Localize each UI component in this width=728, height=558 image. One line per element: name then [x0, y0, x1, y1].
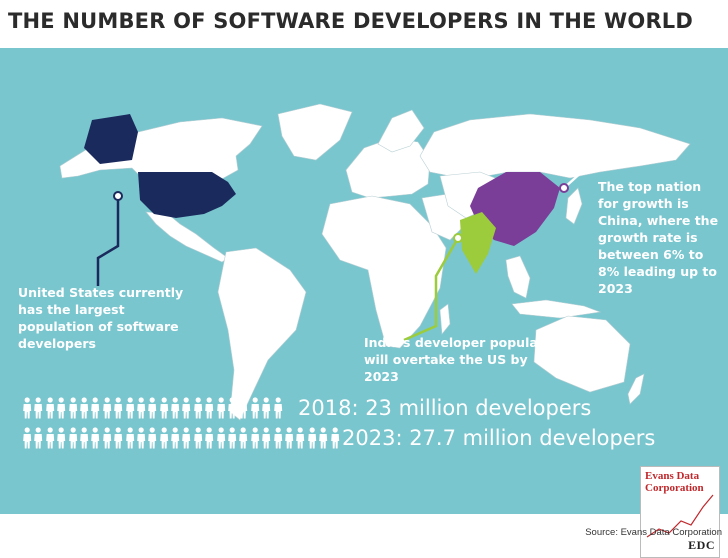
person-icon [228, 397, 237, 419]
central-america-land [145, 211, 229, 263]
person-icon [91, 427, 100, 449]
person-icon [194, 427, 203, 449]
person-icon [45, 397, 54, 419]
person-icon [251, 397, 260, 419]
person-icon [148, 397, 157, 419]
scandinavia-land [377, 109, 425, 153]
person-icon [262, 397, 271, 419]
person-icon [273, 397, 282, 419]
china-leader-line [563, 168, 596, 189]
person-icon [80, 427, 89, 449]
edc-logo-abbr: EDC [688, 538, 715, 552]
person-icon [159, 427, 168, 449]
person-icon [125, 397, 134, 419]
china-callout: The top nation for growth is China, wher… [598, 179, 719, 296]
australia-land [533, 315, 631, 393]
developer-icons-2018 [22, 397, 283, 419]
person-icon [80, 397, 89, 419]
person-icon [148, 427, 157, 449]
usa-leader-dot [113, 191, 123, 201]
person-icon [205, 397, 214, 419]
source-note: Source: Evans Data Corporation [585, 527, 722, 538]
japan-land [565, 187, 583, 225]
person-icon [114, 397, 123, 419]
usa-alaska-highlight [84, 114, 138, 164]
map-panel: United States currently has the largest … [0, 48, 728, 558]
person-icon [68, 427, 77, 449]
person-icon [137, 427, 146, 449]
china-leader-dot [559, 183, 569, 193]
person-icon [182, 427, 191, 449]
person-icon [171, 397, 180, 419]
person-icon [45, 427, 54, 449]
person-icon [239, 427, 248, 449]
person-icon [307, 427, 316, 449]
stat-row-2018 [22, 394, 283, 422]
person-icon [319, 427, 328, 449]
person-icon [34, 397, 43, 419]
page-title: THE NUMBER OF SOFTWARE DEVELOPERS IN THE… [8, 9, 694, 33]
stat-2018-label: 2018: 23 million developers [298, 396, 592, 420]
person-icon [23, 427, 32, 449]
person-icon [125, 427, 134, 449]
new-zealand-land [627, 373, 645, 405]
southeast-asia-land [505, 255, 531, 299]
person-icon [205, 427, 214, 449]
africa-land [321, 195, 447, 349]
developer-icons-2023 [22, 427, 340, 449]
india-leader-dot [453, 233, 463, 243]
russia-land [419, 113, 691, 179]
world-map [59, 103, 691, 421]
stat-2023-label: 2023: 27.7 million developers [342, 426, 656, 450]
usa-leader-line [96, 196, 120, 286]
person-icon [296, 427, 305, 449]
edc-logo-graph [646, 494, 714, 538]
person-icon [102, 397, 111, 419]
person-icon [262, 427, 271, 449]
edc-logo: Evans Data Corporation EDC [640, 466, 720, 558]
person-icon [216, 427, 225, 449]
stat-row-2023 [22, 424, 340, 452]
india-highlight [460, 212, 496, 274]
person-icon [159, 397, 168, 419]
indonesia-land [511, 299, 602, 319]
person-icon [194, 397, 203, 419]
india-callout: India's developer population will overta… [364, 335, 566, 384]
person-icon [137, 397, 146, 419]
person-icon [68, 397, 77, 419]
edc-logo-text: Evans Data Corporation [645, 470, 704, 494]
person-icon [228, 427, 237, 449]
madagascar-land [439, 303, 451, 335]
north-america-land [59, 117, 263, 181]
person-icon [251, 427, 260, 449]
person-icon [285, 427, 294, 449]
person-icon [182, 397, 191, 419]
person-icon [171, 427, 180, 449]
person-icon [34, 427, 43, 449]
india-leader-line [403, 237, 460, 342]
person-icon [57, 397, 66, 419]
south-america-land [217, 247, 307, 421]
person-icon [273, 427, 282, 449]
person-icon [23, 397, 32, 419]
person-icon [114, 427, 123, 449]
person-icon [57, 427, 66, 449]
person-icon [239, 397, 248, 419]
person-icon [330, 427, 339, 449]
greenland-land [277, 103, 353, 161]
usa-highlight [138, 172, 236, 218]
usa-callout: United States currently has the largest … [18, 285, 184, 351]
person-icon [216, 397, 225, 419]
person-icon [102, 427, 111, 449]
person-icon [91, 397, 100, 419]
